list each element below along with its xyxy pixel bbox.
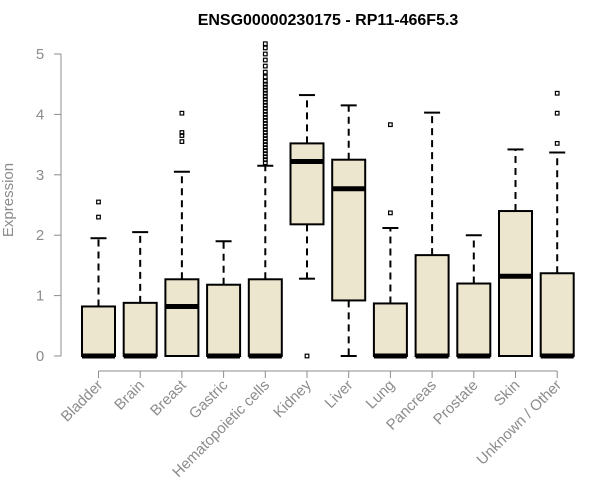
outlier-point (262, 63, 268, 69)
y-axis-label: Expression (0, 163, 17, 237)
box-iqr (122, 301, 158, 357)
outlier-point (262, 74, 268, 80)
outlier-point (388, 122, 393, 128)
outlier-point (262, 41, 268, 47)
x-tick-label: Breast (147, 376, 190, 419)
outlier-point (262, 45, 268, 51)
outlier-point (554, 90, 560, 96)
box-iqr (539, 272, 575, 358)
box-hematopoietic-cells (247, 41, 283, 359)
outlier-point (96, 199, 101, 205)
box-skin (498, 148, 533, 357)
x-tick-label: Lung (363, 377, 399, 413)
box-iqr (372, 302, 408, 357)
outlier-point (554, 110, 560, 116)
y-tick-label: 0 (36, 348, 44, 365)
box-iqr (456, 282, 492, 357)
box-breast (164, 110, 200, 357)
y-tick-label: 1 (36, 288, 44, 305)
x-tick-label: Skin (491, 377, 524, 410)
box-iqr (206, 283, 242, 357)
box-lung (372, 122, 408, 359)
box-liver (331, 104, 367, 357)
x-tick-label: Liver (322, 377, 357, 412)
outlier-point (262, 57, 268, 63)
outlier-point (179, 130, 185, 135)
box-iqr (164, 278, 200, 357)
outlier-point (179, 139, 185, 144)
box-iqr (331, 158, 367, 302)
box-prostate (456, 234, 492, 359)
outlier-point (96, 214, 101, 220)
boxes (81, 41, 575, 359)
chart-title: ENSG00000230175 - RP11-466F5.3 (198, 12, 459, 29)
box-iqr (289, 142, 325, 226)
y-tick-label: 2 (36, 227, 44, 244)
x-tick-label: Prostate (430, 377, 482, 429)
axes: 0 1 2 3 4 5 (36, 46, 558, 372)
outlier-point (388, 210, 393, 216)
outlier-point (554, 140, 560, 146)
outlier-point (179, 110, 185, 116)
y-tick-label: 4 (36, 106, 44, 123)
box-iqr (498, 210, 533, 357)
box-kidney (289, 94, 325, 359)
box-iqr (81, 305, 116, 357)
box-bladder (81, 199, 116, 359)
outlier-point (262, 69, 268, 75)
y-tick-label: 3 (36, 167, 44, 184)
box-iqr (247, 278, 283, 357)
box-unknown-other (539, 90, 575, 359)
box-gastric (206, 240, 242, 359)
outlier-point (304, 353, 310, 359)
box-iqr (414, 254, 450, 357)
outlier-point (262, 51, 268, 57)
box-pancreas (414, 111, 450, 359)
box-brain (122, 231, 158, 359)
x-tick-label: Kidney (270, 376, 315, 421)
outlier-point (262, 78, 268, 84)
x-tick-label: Bladder (58, 377, 107, 426)
x-tick-label: Brain (111, 377, 148, 414)
y-tick-label: 5 (36, 46, 44, 63)
